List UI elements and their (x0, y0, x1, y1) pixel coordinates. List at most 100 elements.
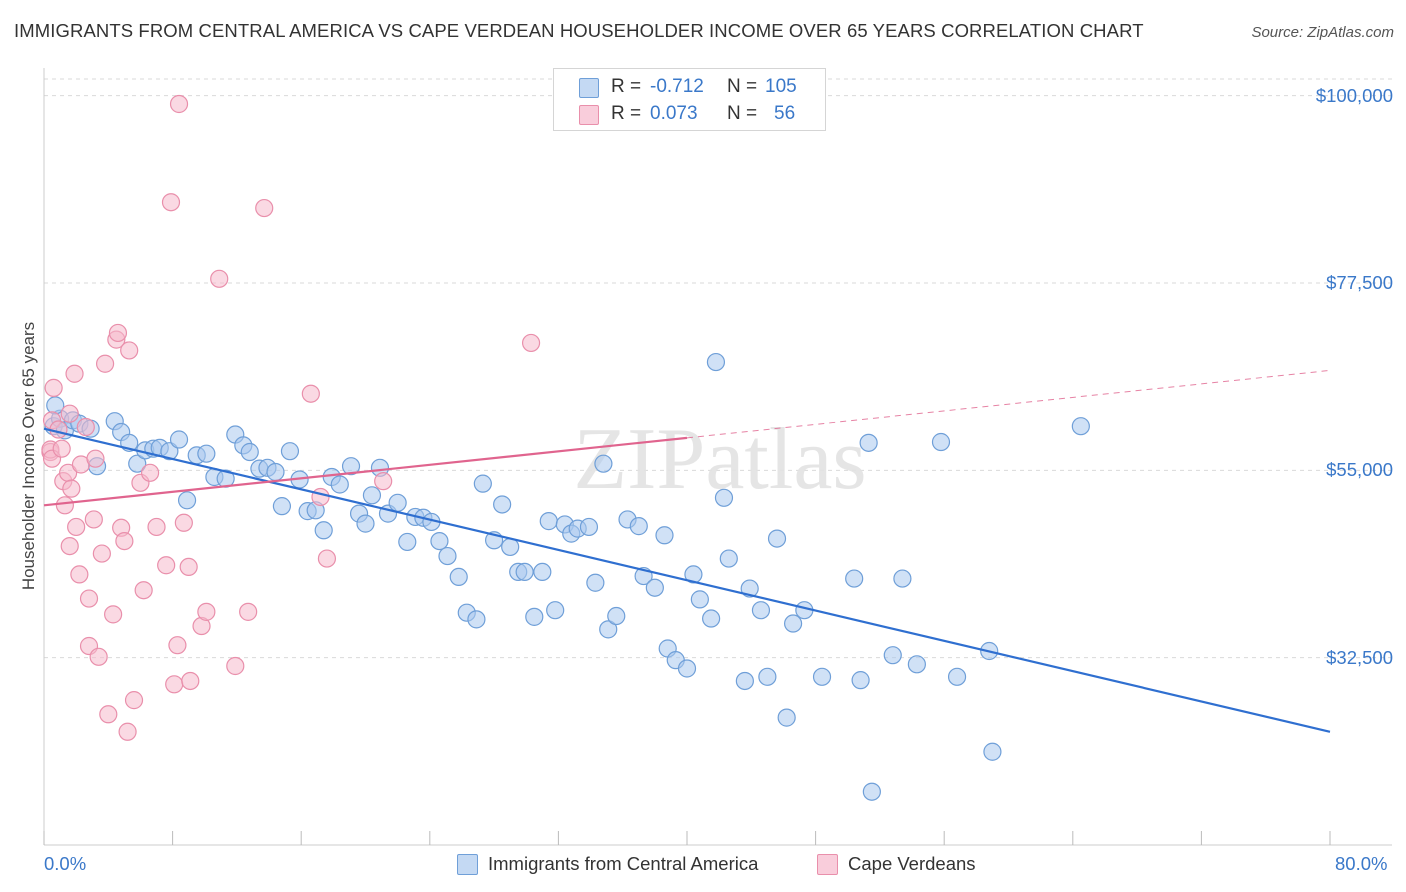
point-cape-verdean (99, 705, 118, 724)
point-cape-verdean (311, 487, 330, 507)
point-cape-verdean (86, 449, 105, 468)
point-cape-verdean (84, 510, 103, 529)
trend-line-cape-verdean-projection (686, 369, 1331, 439)
series-legend: Immigrants from Central America Cape Ver… (0, 853, 1406, 877)
point-cape-verdean (44, 378, 63, 397)
point-central-america (851, 671, 870, 690)
point-central-america (330, 475, 349, 494)
point-central-america (280, 442, 300, 461)
point-central-america (398, 532, 417, 552)
point-cape-verdean (70, 565, 89, 584)
y-tick-label: $32,500 (1326, 646, 1393, 668)
point-cape-verdean (52, 439, 71, 458)
point-central-america (579, 517, 599, 537)
point-central-america (449, 567, 468, 587)
point-central-america (719, 549, 738, 568)
point-central-america (758, 667, 777, 686)
point-cape-verdean (161, 193, 181, 212)
point-cape-verdean (165, 675, 184, 694)
point-cape-verdean (169, 94, 189, 114)
point-central-america (702, 609, 721, 628)
point-central-america (467, 610, 486, 629)
legend-swatch-cape-verdeans (817, 854, 838, 875)
point-cape-verdean (60, 536, 79, 556)
legend-label-cape-verdeans: Cape Verdeans (848, 853, 976, 874)
point-cape-verdean (226, 656, 245, 676)
point-central-america (983, 742, 1002, 761)
legend-row-pink: R = 0.073 N = 56 (554, 101, 825, 127)
y-tick-label: $77,500 (1326, 271, 1393, 293)
point-central-america (160, 442, 179, 461)
point-central-america (438, 546, 457, 566)
point-central-america (272, 497, 292, 516)
point-central-america (645, 578, 664, 597)
point-cape-verdean (168, 636, 187, 655)
point-central-america (240, 442, 259, 462)
point-central-america (430, 531, 449, 551)
point-cape-verdean (317, 549, 337, 568)
point-cape-verdean (120, 341, 139, 360)
point-central-america (907, 655, 926, 674)
trend-line-cape-verdean (43, 436, 688, 507)
point-central-america (740, 579, 759, 598)
point-cape-verdean (108, 323, 128, 343)
point-central-america (845, 569, 864, 588)
legend-n-label: N = (727, 76, 758, 97)
point-cape-verdean (210, 269, 229, 288)
point-cape-verdean (65, 364, 84, 383)
point-central-america (629, 517, 648, 536)
point-central-america (783, 614, 803, 633)
legend-n-value: 56 (774, 103, 796, 124)
point-central-america (169, 430, 189, 449)
point-central-america (515, 562, 534, 582)
data-points (41, 94, 1090, 801)
point-central-america (607, 606, 626, 626)
point-central-america (690, 590, 709, 609)
point-central-america (314, 521, 333, 540)
point-central-america (862, 782, 881, 801)
point-central-america (533, 562, 552, 582)
point-cape-verdean (179, 557, 198, 577)
point-cape-verdean (174, 513, 193, 532)
point-central-america (677, 659, 697, 678)
point-central-america (735, 671, 754, 691)
point-central-america (812, 667, 832, 686)
point-cape-verdean (374, 472, 393, 491)
x-tick-min: 0.0% (44, 853, 87, 874)
legend-swatch-central-america (457, 854, 478, 875)
point-cape-verdean (62, 479, 81, 498)
point-central-america (777, 708, 796, 727)
point-central-america (1071, 417, 1090, 436)
point-central-america (493, 495, 512, 514)
legend-swatch-pink (579, 105, 599, 125)
point-central-america (539, 512, 558, 531)
point-cape-verdean (140, 463, 160, 482)
point-central-america (599, 620, 618, 639)
point-central-america (947, 667, 967, 686)
trend-lines (43, 369, 1331, 733)
legend-r-value: -0.712 (650, 76, 704, 97)
y-tick-label: $100,000 (1315, 84, 1393, 106)
point-central-america (266, 462, 285, 482)
point-central-america (128, 454, 147, 473)
legend-n-value: 105 (765, 76, 797, 97)
point-cape-verdean (239, 602, 258, 621)
point-cape-verdean (67, 517, 86, 537)
point-central-america (586, 573, 605, 592)
source-credit: Source: ZipAtlas.com (1251, 24, 1394, 41)
y-tick-label: $55,000 (1326, 459, 1393, 481)
trend-line-central-america (43, 427, 1331, 733)
point-cape-verdean (76, 417, 95, 437)
point-central-america (684, 565, 703, 584)
point-central-america (525, 607, 544, 626)
legend-r-label: R = (611, 103, 642, 124)
point-central-america (714, 488, 734, 507)
point-central-america (388, 493, 407, 512)
point-central-america (655, 526, 674, 545)
point-cape-verdean (197, 602, 216, 621)
point-central-america (931, 432, 951, 452)
point-central-america (356, 514, 375, 533)
point-central-america (767, 529, 787, 548)
point-cape-verdean (157, 556, 176, 575)
